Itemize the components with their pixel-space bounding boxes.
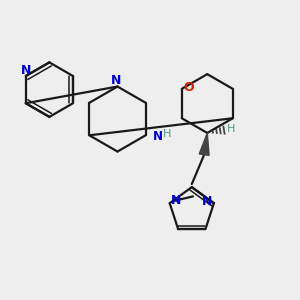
Polygon shape	[199, 133, 209, 155]
Text: N: N	[202, 195, 212, 208]
Text: N: N	[21, 64, 32, 77]
Text: O: O	[183, 81, 194, 94]
Text: N: N	[111, 74, 122, 88]
Text: H: H	[227, 124, 236, 134]
Text: H: H	[162, 129, 171, 139]
Text: N: N	[171, 194, 181, 207]
Text: N: N	[153, 130, 163, 142]
